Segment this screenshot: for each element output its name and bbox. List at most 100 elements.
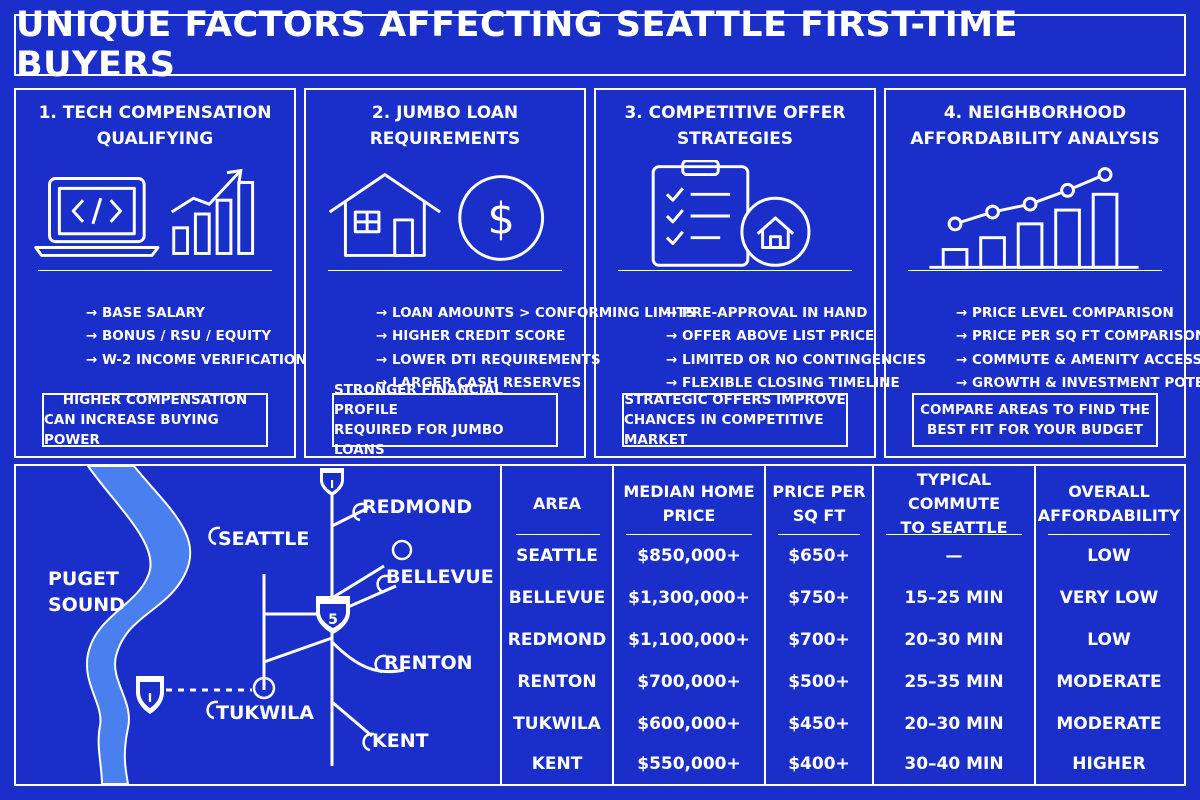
table-column-area: AREA SEATTLE BELLEVUE REDMOND RENTON TUK…	[502, 466, 612, 784]
note-line: COMPARE AREAS TO FIND THE	[920, 402, 1150, 418]
note-line: CAN INCREASE BUYING POWER	[44, 412, 219, 448]
map-label-puget-line2: SOUND	[48, 594, 125, 616]
table-cell: SEATTLE	[516, 546, 598, 566]
location-markers	[252, 539, 413, 700]
table-cell: $400+	[788, 754, 850, 774]
map-label-tukwila: TUKWILA	[216, 702, 314, 724]
panel-title: 1. TECH COMPENSATION QUALIFYING	[16, 100, 294, 152]
panel-title-line: 4. NEIGHBORHOOD	[943, 103, 1127, 123]
dollar-coin-icon: $	[458, 175, 545, 261]
dollar-symbol: $	[487, 195, 515, 245]
table-cell: 20–30 MIN	[904, 714, 1004, 734]
note-line: HIGHER COMPENSATION	[62, 392, 248, 408]
trend-bar-chart-icon	[929, 167, 1139, 269]
growth-bar-chart-icon	[170, 168, 255, 255]
table-cell: RENTON	[517, 672, 597, 692]
table-cell: 25–35 MIN	[904, 672, 1004, 692]
note-line: BEST FIT FOR YOUR BUDGET	[927, 422, 1143, 438]
list-item: → LOAN AMOUNTS > CONFORMING LIMITS	[376, 304, 696, 321]
map-label-seattle: SEATTLE	[218, 528, 310, 550]
row-divider	[516, 534, 600, 535]
map-label-redmond: REDMOND	[362, 496, 473, 518]
i5-label: 5	[328, 612, 338, 628]
table-header: MEDIAN HOME PRICE	[623, 482, 755, 525]
table-column-price-sqft: PRICE PER SQ FT $650+ $750+ $700+ $500+ $…	[766, 466, 872, 784]
map-label-bellevue: BELLEVUE	[386, 566, 494, 588]
label-curls	[206, 502, 389, 752]
panel-title-line: 3. COMPETITIVE OFFER	[624, 103, 846, 123]
note-line: STRATEGIC OFFERS IMPROVE	[624, 392, 846, 408]
table-cell: LOW	[1087, 546, 1131, 566]
table-header: TYPICAL COMMUTE TO SEATTLE	[900, 470, 1008, 537]
list-item: → FLEXIBLE CLOSING TIMELINE	[666, 375, 900, 391]
map-label-kent: KENT	[372, 730, 429, 752]
table-column-commute: TYPICAL COMMUTE TO SEATTLE — 15–25 MIN 20…	[874, 466, 1034, 784]
divider	[612, 466, 614, 784]
row-divider	[626, 534, 752, 535]
table-cell: 15–25 MIN	[904, 588, 1004, 608]
divider	[618, 270, 852, 271]
row-divider	[886, 534, 1022, 535]
shield-south-label: I	[148, 691, 152, 705]
table-column-median-price: MEDIAN HOME PRICE $850,000+ $1,300,000+ $…	[614, 466, 764, 784]
affordability-table: AREA SEATTLE BELLEVUE REDMOND RENTON TUK…	[502, 466, 1184, 784]
list-item: → GROWTH & INVESTMENT POTENTIAL	[956, 375, 1200, 391]
table-cell: VERY LOW	[1059, 588, 1159, 608]
bullet-list: → BASE SALARY → BONUS / RSU / EQUITY → W…	[46, 302, 307, 373]
divider	[764, 466, 766, 784]
row-divider	[1048, 534, 1170, 535]
road-network	[154, 486, 405, 766]
panel-title: 4. NEIGHBORHOOD AFFORDABILITY ANALYSIS	[886, 100, 1184, 152]
table-cell: $750+	[788, 588, 850, 608]
table-cell: $1,100,000+	[628, 630, 750, 650]
checklist-clipboard-icon	[651, 160, 750, 267]
note-box: STRONGER FINANCIAL PROFILE REQUIRED FOR …	[332, 382, 558, 458]
table-cell: $600,000+	[637, 714, 741, 734]
list-item: → OFFER ABOVE LIST PRICE	[666, 328, 875, 344]
map-label-renton: RENTON	[384, 652, 473, 674]
table-cell: KENT	[531, 754, 583, 774]
interstate-5-icon: 5	[316, 596, 350, 634]
table-cell: MODERATE	[1056, 672, 1162, 692]
note-line: CHANCES IN COMPETITIVE MARKET	[624, 412, 824, 448]
list-item: → COMMUTE & AMENITY ACCESS	[956, 351, 1200, 368]
note-box: COMPARE AREAS TO FIND THE BEST FIT FOR Y…	[912, 393, 1158, 447]
panel-title: 3. COMPETITIVE OFFER STRATEGIES	[596, 100, 874, 152]
panel-icons	[929, 167, 1139, 269]
divider	[1034, 466, 1036, 784]
table-cell: $700,000+	[637, 672, 741, 692]
panel-icons	[34, 168, 255, 257]
note-line: STRONGER FINANCIAL PROFILE	[334, 382, 503, 418]
table-cell: 30–40 MIN	[904, 754, 1004, 774]
bullet-list: → PRE-APPROVAL IN HAND → OFFER ABOVE LIS…	[626, 302, 926, 396]
panel-title-line: 1. TECH COMPENSATION	[38, 103, 272, 123]
list-item: → LARGER CASH RESERVES	[376, 375, 582, 391]
table-cell: $1,300,000+	[628, 588, 750, 608]
puget-sound-water	[85, 466, 192, 784]
table-cell: $550,000+	[637, 754, 741, 774]
panel-title: 2. JUMBO LOAN REQUIREMENTS	[306, 100, 584, 152]
list-item: → PRE-APPROVAL IN HAND	[666, 304, 868, 321]
panel-jumbo-loan: 2. JUMBO LOAN REQUIREMENTS $ → LOAN AMOU…	[304, 88, 696, 458]
table-cell: REDMOND	[507, 630, 607, 650]
page-title: UNIQUE FACTORS AFFECTING SEATTLE FIRST-T…	[16, 5, 1019, 85]
table-cell: $850,000+	[637, 546, 741, 566]
region-map: 5 I I	[85, 466, 413, 784]
list-item: → LOWER DTI REQUIREMENTS	[376, 351, 601, 368]
list-item: → BASE SALARY	[86, 304, 206, 321]
map-label-puget-line1: PUGET	[48, 568, 119, 590]
divider	[908, 270, 1162, 271]
table-cell: —	[945, 546, 963, 566]
table-cell: MODERATE	[1056, 714, 1162, 734]
table-cell: BELLEVUE	[508, 588, 606, 608]
list-item: → HIGHER CREDIT SCORE	[376, 328, 566, 344]
table-cell: $700+	[788, 630, 850, 650]
panel-offer-strategies: 3. COMPETITIVE OFFER STRATEGIES → PRE-AP…	[594, 88, 926, 458]
list-item: → W-2 INCOME VERIFICATION	[86, 351, 307, 368]
shield-top-label: I	[330, 478, 334, 491]
panel-title-line: REQUIREMENTS	[369, 129, 521, 149]
laptop-code-icon	[34, 177, 160, 257]
table-header: OVERALL AFFORDABILITY	[1037, 482, 1181, 525]
bullet-list: → PRICE LEVEL COMPARISON → PRICE PER SQ …	[916, 302, 1200, 396]
note-box: STRATEGIC OFFERS IMPROVE CHANCES IN COMP…	[622, 392, 848, 448]
